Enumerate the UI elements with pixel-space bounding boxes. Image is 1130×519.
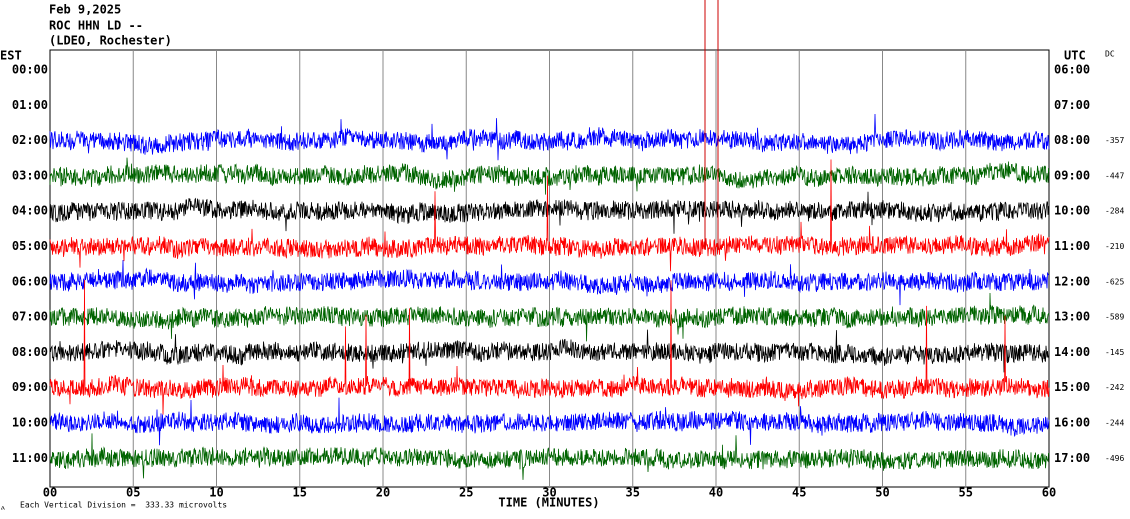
seismic-trace bbox=[49, 157, 1050, 195]
utc-title: UTC bbox=[1064, 49, 1086, 63]
x-tick-label: 00 bbox=[43, 486, 57, 500]
dc-label: -242 bbox=[1105, 383, 1124, 392]
seismic-trace bbox=[49, 191, 1050, 234]
est-title: EST bbox=[0, 49, 22, 63]
utc-label: 09:00 bbox=[1054, 168, 1090, 182]
date: Feb 9,2025 bbox=[49, 3, 121, 17]
seismic-trace bbox=[49, 113, 1050, 161]
est-label: 08:00 bbox=[12, 345, 48, 359]
seismic-trace bbox=[49, 329, 1050, 373]
est-label: 02:00 bbox=[12, 133, 48, 147]
x-tick-label: 50 bbox=[875, 486, 889, 500]
utc-label: 06:00 bbox=[1054, 63, 1090, 77]
x-tick-label: 10 bbox=[209, 486, 223, 500]
utc-label: 15:00 bbox=[1054, 380, 1090, 394]
footer-note: Each Vertical Division = 333.33 microvol… bbox=[20, 501, 227, 510]
utc-label: 07:00 bbox=[1054, 98, 1090, 112]
dc-label: -625 bbox=[1105, 277, 1124, 286]
est-label: 09:00 bbox=[12, 380, 48, 394]
x-tick-label: 30 bbox=[542, 486, 556, 500]
seismic-trace bbox=[49, 279, 1050, 415]
seismic-trace bbox=[49, 159, 1050, 272]
x-tick-label: 40 bbox=[709, 486, 723, 500]
station: ROC HHN LD -- bbox=[49, 19, 143, 33]
utc-label: 13:00 bbox=[1054, 310, 1090, 324]
est-label: 01:00 bbox=[12, 98, 48, 112]
dc-label: -145 bbox=[1105, 348, 1124, 357]
x-tick-label: 45 bbox=[792, 486, 806, 500]
seismic-trace bbox=[49, 259, 1050, 306]
dc-label: -447 bbox=[1105, 171, 1124, 180]
est-label: 05:00 bbox=[12, 239, 48, 253]
network: (LDEO, Rochester) bbox=[49, 34, 172, 48]
dc-label: -210 bbox=[1105, 242, 1124, 251]
utc-label: 17:00 bbox=[1054, 451, 1090, 465]
seismic-trace bbox=[49, 433, 1050, 480]
seismic-trace bbox=[49, 397, 1050, 446]
seismic-trace bbox=[49, 292, 1050, 342]
dc-label: -589 bbox=[1105, 313, 1124, 322]
dc-label: -496 bbox=[1105, 454, 1124, 463]
est-label: 06:00 bbox=[12, 274, 48, 288]
x-axis-title: TIME (MINUTES) bbox=[498, 496, 599, 510]
utc-label: 10:00 bbox=[1054, 204, 1090, 218]
x-tick-label: 15 bbox=[293, 486, 307, 500]
utc-label: 08:00 bbox=[1054, 133, 1090, 147]
utc-label: 16:00 bbox=[1054, 416, 1090, 430]
dc-label: -244 bbox=[1105, 419, 1124, 428]
x-tick-label: 60 bbox=[1042, 486, 1056, 500]
dc-title: DC bbox=[1105, 50, 1115, 59]
dc-label: -284 bbox=[1105, 207, 1124, 216]
x-tick-label: 55 bbox=[959, 486, 973, 500]
est-label: 11:00 bbox=[12, 451, 48, 465]
est-label: 10:00 bbox=[12, 416, 48, 430]
utc-label: 12:00 bbox=[1054, 274, 1090, 288]
footer-marker: ⲁ bbox=[1, 503, 5, 512]
est-label: 04:00 bbox=[12, 204, 48, 218]
est-label: 03:00 bbox=[12, 168, 48, 182]
est-label: 00:00 bbox=[12, 63, 48, 77]
dc-label: -357 bbox=[1105, 136, 1124, 145]
x-tick-label: 25 bbox=[459, 486, 473, 500]
x-tick-label: 05 bbox=[126, 486, 140, 500]
est-label: 07:00 bbox=[12, 310, 48, 324]
utc-label: 14:00 bbox=[1054, 345, 1090, 359]
utc-label: 11:00 bbox=[1054, 239, 1090, 253]
x-tick-label: 20 bbox=[376, 486, 390, 500]
x-tick-label: 35 bbox=[626, 486, 640, 500]
